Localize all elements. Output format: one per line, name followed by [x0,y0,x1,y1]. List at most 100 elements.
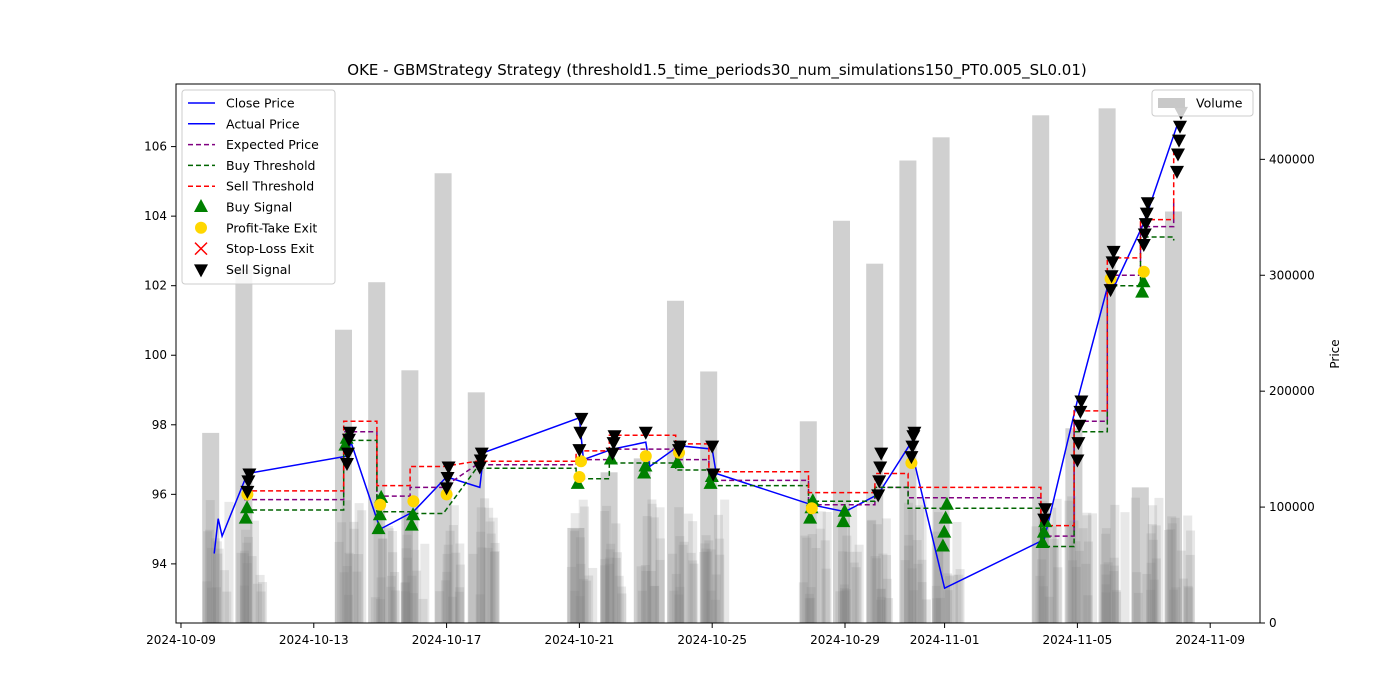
sell-signal-marker [1106,245,1121,259]
volume-intraday-bar [678,544,688,623]
profit-take-marker [374,498,387,511]
volume-intraday-bar [1071,566,1081,623]
volume-intraday-bar [706,590,716,623]
volume-bars [202,108,1196,624]
volume-intraday-bar [876,599,886,623]
volume-intraday-bar [575,596,585,623]
volume-intraday-bar [357,510,367,623]
volume-intraday-bar [250,520,260,623]
volume-intraday-bar [1064,500,1074,623]
y-right-tick-label: 300000 [1269,268,1315,282]
volume-intraday-bar [420,543,430,623]
volume-intraday-bar [211,538,221,623]
volume-intraday-bar [931,531,941,623]
volume-intraday-bar [1147,524,1157,623]
volume-intraday-bar [720,499,730,623]
volume-intraday-bar [403,511,413,623]
volume-intraday-bar [842,535,852,623]
volume-intraday-bar [917,499,927,623]
volume-intraday-bar [839,584,849,623]
sell-signal-marker [907,426,922,440]
volume-intraday-bar [1101,574,1111,623]
legend-box [1151,89,1254,117]
profit-take-marker [1137,265,1150,278]
volume-intraday-bar [485,521,495,623]
volume-intraday-bar [387,575,397,623]
volume-bar [899,160,917,623]
volume-intraday-bar [386,586,396,623]
volume-intraday-bar [451,552,461,623]
volume-intraday-bar [649,517,659,623]
volume-intraday-bar [1178,578,1188,623]
volume-intraday-bar [1039,586,1049,623]
volume-intraday-bar [401,582,411,623]
buy-signal-marker [1136,274,1151,288]
volume-intraday-bar [602,505,612,623]
sell-signal-marker [472,461,487,475]
volume-bar [434,173,452,623]
volume-intraday-bar [942,573,952,623]
buy-signal-marker [637,465,652,479]
volume-intraday-bar [671,573,681,623]
volume-intraday-bar [1039,516,1049,623]
buy-signal-marker [1135,284,1150,298]
volume-intraday-bar [388,530,398,623]
sell-signal-marker [474,447,489,461]
volume-intraday-bar [649,586,659,623]
volume-intraday-bar [407,575,417,623]
volume-intraday-bar [867,519,877,623]
volume-intraday-bar [912,540,922,623]
volume-bar [1032,115,1050,623]
volume-intraday-bar [1146,589,1156,623]
volume-intraday-bar [490,542,500,623]
volume-intraday-bar [655,559,665,623]
volume-bar [235,269,253,623]
volume-intraday-bar [477,547,487,623]
volume-intraday-bar [948,574,958,623]
volume-intraday-bar [1154,497,1164,623]
volume-intraday-bar [1146,533,1156,623]
volume-intraday-bar [647,503,657,623]
buy-signal-marker [935,538,950,552]
legend-swatch [194,264,208,278]
volume-intraday-bar [239,553,249,623]
volume-intraday-bar [852,551,862,623]
volume-intraday-bar [570,529,580,623]
buy-signal-marker [638,458,653,472]
volume-intraday-bar [904,534,914,623]
volume-intraday-bar [258,582,268,623]
volume-intraday-bar [344,552,354,623]
signal-markers [238,106,1188,552]
volume-intraday-bar [252,583,262,623]
sell-signal-marker [1172,120,1187,134]
sell-signal-marker [606,437,621,451]
volume-intraday-bar [1049,539,1059,623]
sell-signal-marker [439,482,454,496]
volume-intraday-bar [1149,579,1159,623]
volume-intraday-bar [443,544,453,623]
volume-intraday-bar [401,548,411,623]
volume-intraday-bar [605,563,615,623]
volume-intraday-bar [1082,515,1092,623]
volume-intraday-bar [476,531,486,623]
volume-intraday-bar [838,551,848,623]
volume-intraday-bar [700,543,710,623]
volume-intraday-bar [1176,550,1186,623]
volume-intraday-bar [343,594,353,623]
volume-bar [700,371,718,623]
sell-signal-marker [1074,395,1089,409]
volume-intraday-bar [1031,526,1041,623]
legend-signals: Close Price Actual Price Expected Price Buy… [181,89,336,285]
legend-label: Close Price [226,96,295,111]
volume-intraday-bar [1038,500,1048,623]
buy-signal-marker [240,500,255,514]
volume-intraday-bar [1071,541,1081,623]
volume-intraday-bar [1101,528,1111,623]
volume-intraday-bar [480,498,490,623]
x-tick-label: 2024-11-05 [1043,633,1113,647]
plot-frame [175,83,1261,624]
volume-intraday-bar [1035,575,1045,623]
buy-signal-marker [603,451,618,465]
buy-signal-marker [238,510,253,524]
volume-intraday-bar [570,513,580,623]
